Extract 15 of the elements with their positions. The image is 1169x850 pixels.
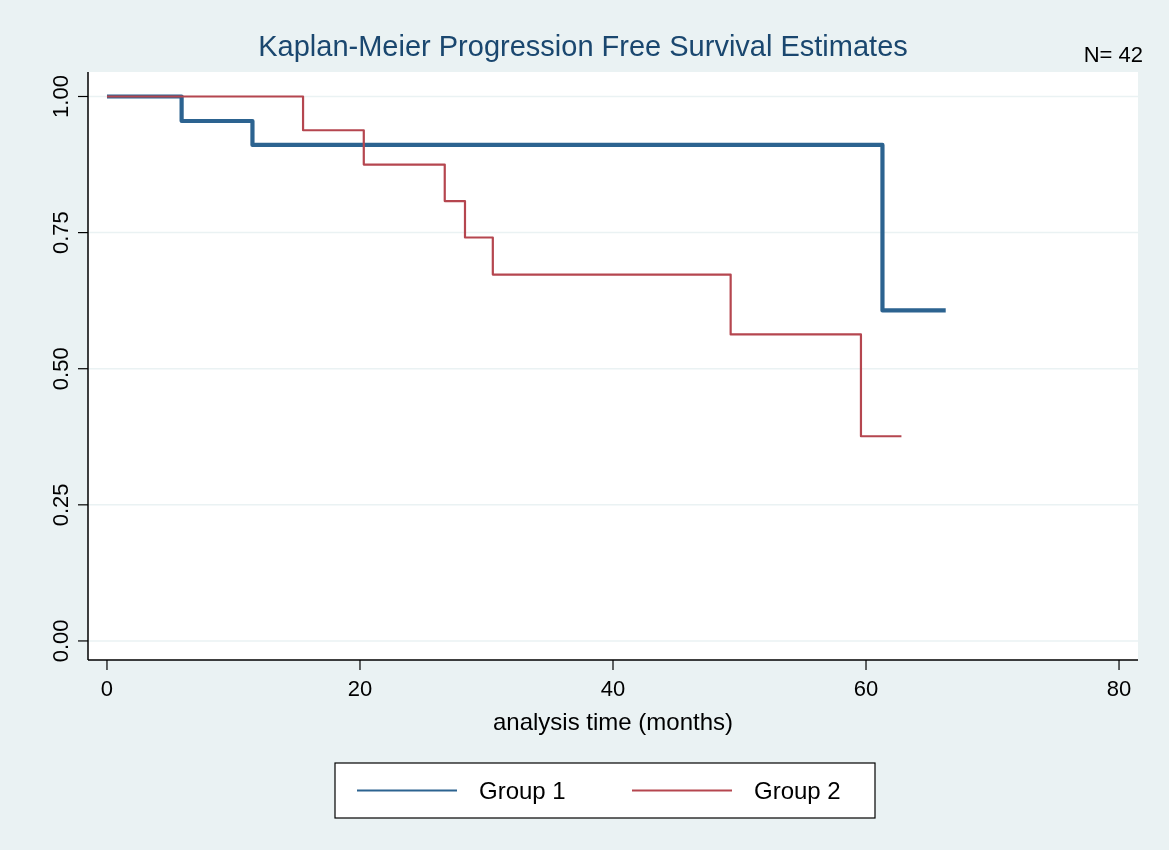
y-tick-label: 0.50: [48, 347, 73, 391]
y-tick-label: 1.00: [48, 75, 73, 118]
y-tick-label: 0.25: [48, 483, 73, 527]
chart-title: Kaplan-Meier Progression Free Survival Estimates: [258, 30, 908, 62]
text: N= 42: [1083, 42, 1143, 67]
x-tick-label: 0: [100, 676, 114, 701]
y-tick-label: 0.00: [48, 619, 73, 663]
x-tick-label: 80: [1106, 676, 1132, 701]
legend-label: Group 1: [479, 776, 566, 804]
x-tick-label: 40: [600, 676, 626, 701]
legend-label: Group 2: [754, 776, 841, 804]
x-tick-label: 60: [853, 676, 879, 701]
y-tick-label: 0.75: [48, 211, 73, 255]
x-axis-title: analysis time (months): [492, 708, 734, 735]
x-tick-label: 20: [347, 676, 373, 701]
